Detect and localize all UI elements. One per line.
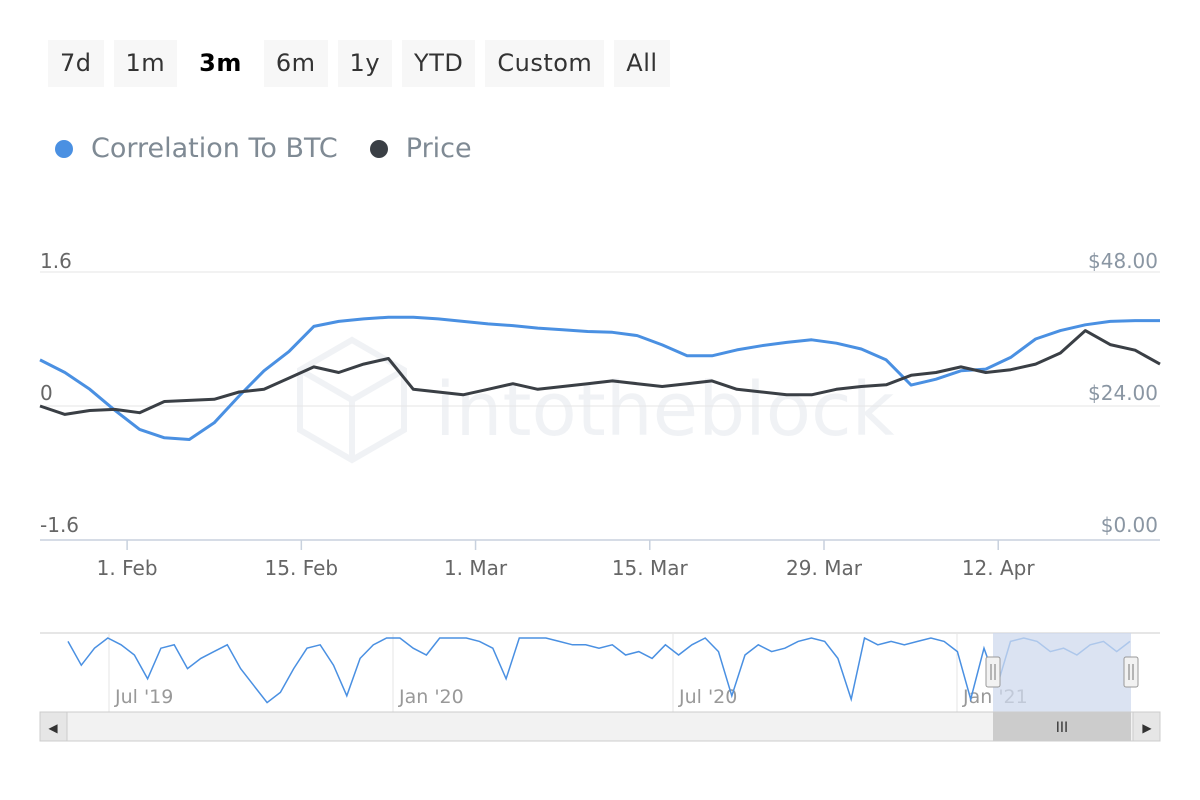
range-button-1y[interactable]: 1y bbox=[337, 40, 393, 87]
range-selector: 7d 1m 3m 6m 1y YTD Custom All bbox=[48, 40, 670, 87]
x-axis-tick-label: 15. Mar bbox=[612, 556, 689, 580]
navigator-axis-label: Jul '20 bbox=[678, 686, 737, 708]
range-button-6m[interactable]: 6m bbox=[263, 40, 328, 87]
navigator-series-line bbox=[67, 636, 1131, 704]
chart-legend: Correlation To BTC Price bbox=[55, 133, 472, 164]
right-axis-tick-top: $48.00 bbox=[1088, 249, 1158, 273]
legend-item-price[interactable]: Price bbox=[369, 133, 472, 164]
right-axis-tick-middle: $24.00 bbox=[1088, 381, 1158, 405]
range-button-3m[interactable]: 3m bbox=[187, 40, 254, 87]
scrollbar-track[interactable] bbox=[39, 711, 1161, 742]
left-axis-tick-bottom: -1.6 bbox=[40, 513, 79, 537]
legend-marker-icon bbox=[369, 139, 388, 158]
navigator-right-handle[interactable] bbox=[1123, 656, 1139, 688]
range-button-7d[interactable]: 7d bbox=[48, 40, 104, 87]
x-axis-tick-label: 29. Mar bbox=[786, 556, 863, 580]
range-button-all[interactable]: All bbox=[614, 40, 670, 87]
left-axis-tick-top: 1.6 bbox=[40, 249, 72, 273]
price-series-line[interactable] bbox=[39, 329, 1161, 416]
navigator-axis-label: Jan '20 bbox=[398, 686, 464, 708]
legend-marker-icon bbox=[55, 139, 73, 158]
navigator-selected-range[interactable] bbox=[993, 633, 1131, 712]
legend-label: Price bbox=[405, 133, 472, 164]
range-button-custom[interactable]: Custom bbox=[485, 40, 605, 87]
left-axis-tick-middle: 0 bbox=[40, 381, 53, 405]
series-lines bbox=[39, 315, 1161, 441]
navigator-left-handle[interactable] bbox=[985, 656, 1001, 688]
scroll-right-arrow-icon: ▶ bbox=[1142, 721, 1152, 735]
x-axis-tick-label: 1. Feb bbox=[97, 556, 158, 580]
legend-item-correlation[interactable]: Correlation To BTC bbox=[55, 133, 338, 164]
navigator-axis-label: Jul '19 bbox=[114, 686, 173, 708]
right-axis-tick-bottom: $0.00 bbox=[1101, 513, 1158, 537]
x-axis-tick-label: 15. Feb bbox=[265, 556, 339, 580]
range-button-1m[interactable]: 1m bbox=[113, 40, 178, 87]
x-axis-tick-label: 1. Mar bbox=[444, 556, 508, 580]
scrollbar-right-button[interactable] bbox=[1132, 711, 1161, 742]
legend-label: Correlation To BTC bbox=[91, 133, 338, 164]
x-axis-tick-label: 12. Apr bbox=[962, 556, 1036, 580]
watermark-text: intotheblock bbox=[435, 367, 895, 453]
scrollbar-grip-icon: III bbox=[1056, 720, 1068, 736]
intotheblock-watermark: intotheblock bbox=[297, 336, 895, 464]
range-button-ytd[interactable]: YTD bbox=[402, 40, 476, 87]
scrollbar-left-button[interactable] bbox=[39, 711, 68, 742]
scrollbar-thumb[interactable] bbox=[993, 712, 1131, 741]
scrollbar[interactable]: ◀ III ▶ bbox=[39, 711, 1161, 742]
x-axis-ticks: 1. Feb 15. Feb 1. Mar 15. Mar 29. Mar 12. Apr bbox=[97, 540, 1036, 580]
scroll-left-arrow-icon: ◀ bbox=[48, 721, 58, 735]
